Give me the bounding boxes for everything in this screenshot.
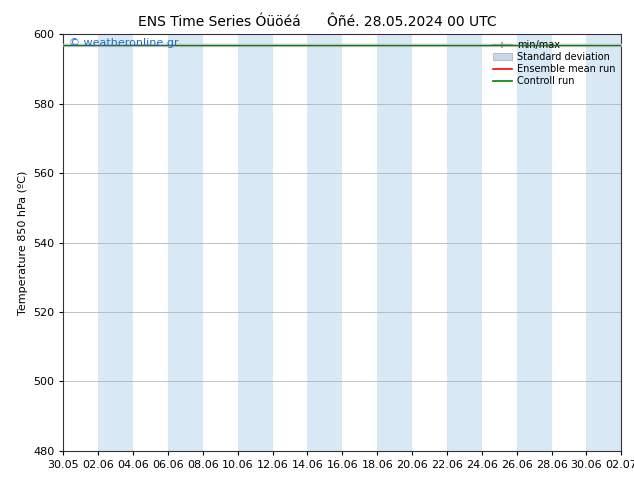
Bar — [168, 34, 203, 451]
Text: ENS Time Series Óüöéá      Ôñé. 28.05.2024 00 UTC: ENS Time Series Óüöéá Ôñé. 28.05.2024 00… — [138, 15, 496, 29]
Bar — [307, 34, 342, 451]
Bar — [377, 34, 412, 451]
Bar — [517, 34, 552, 451]
Bar — [98, 34, 133, 451]
Text: © weatheronline.gr: © weatheronline.gr — [69, 38, 179, 49]
Bar — [586, 34, 621, 451]
Bar — [447, 34, 482, 451]
Bar — [238, 34, 273, 451]
Legend: min/max, Standard deviation, Ensemble mean run, Controll run: min/max, Standard deviation, Ensemble me… — [489, 37, 618, 89]
Y-axis label: Temperature 850 hPa (ºC): Temperature 850 hPa (ºC) — [18, 171, 27, 315]
